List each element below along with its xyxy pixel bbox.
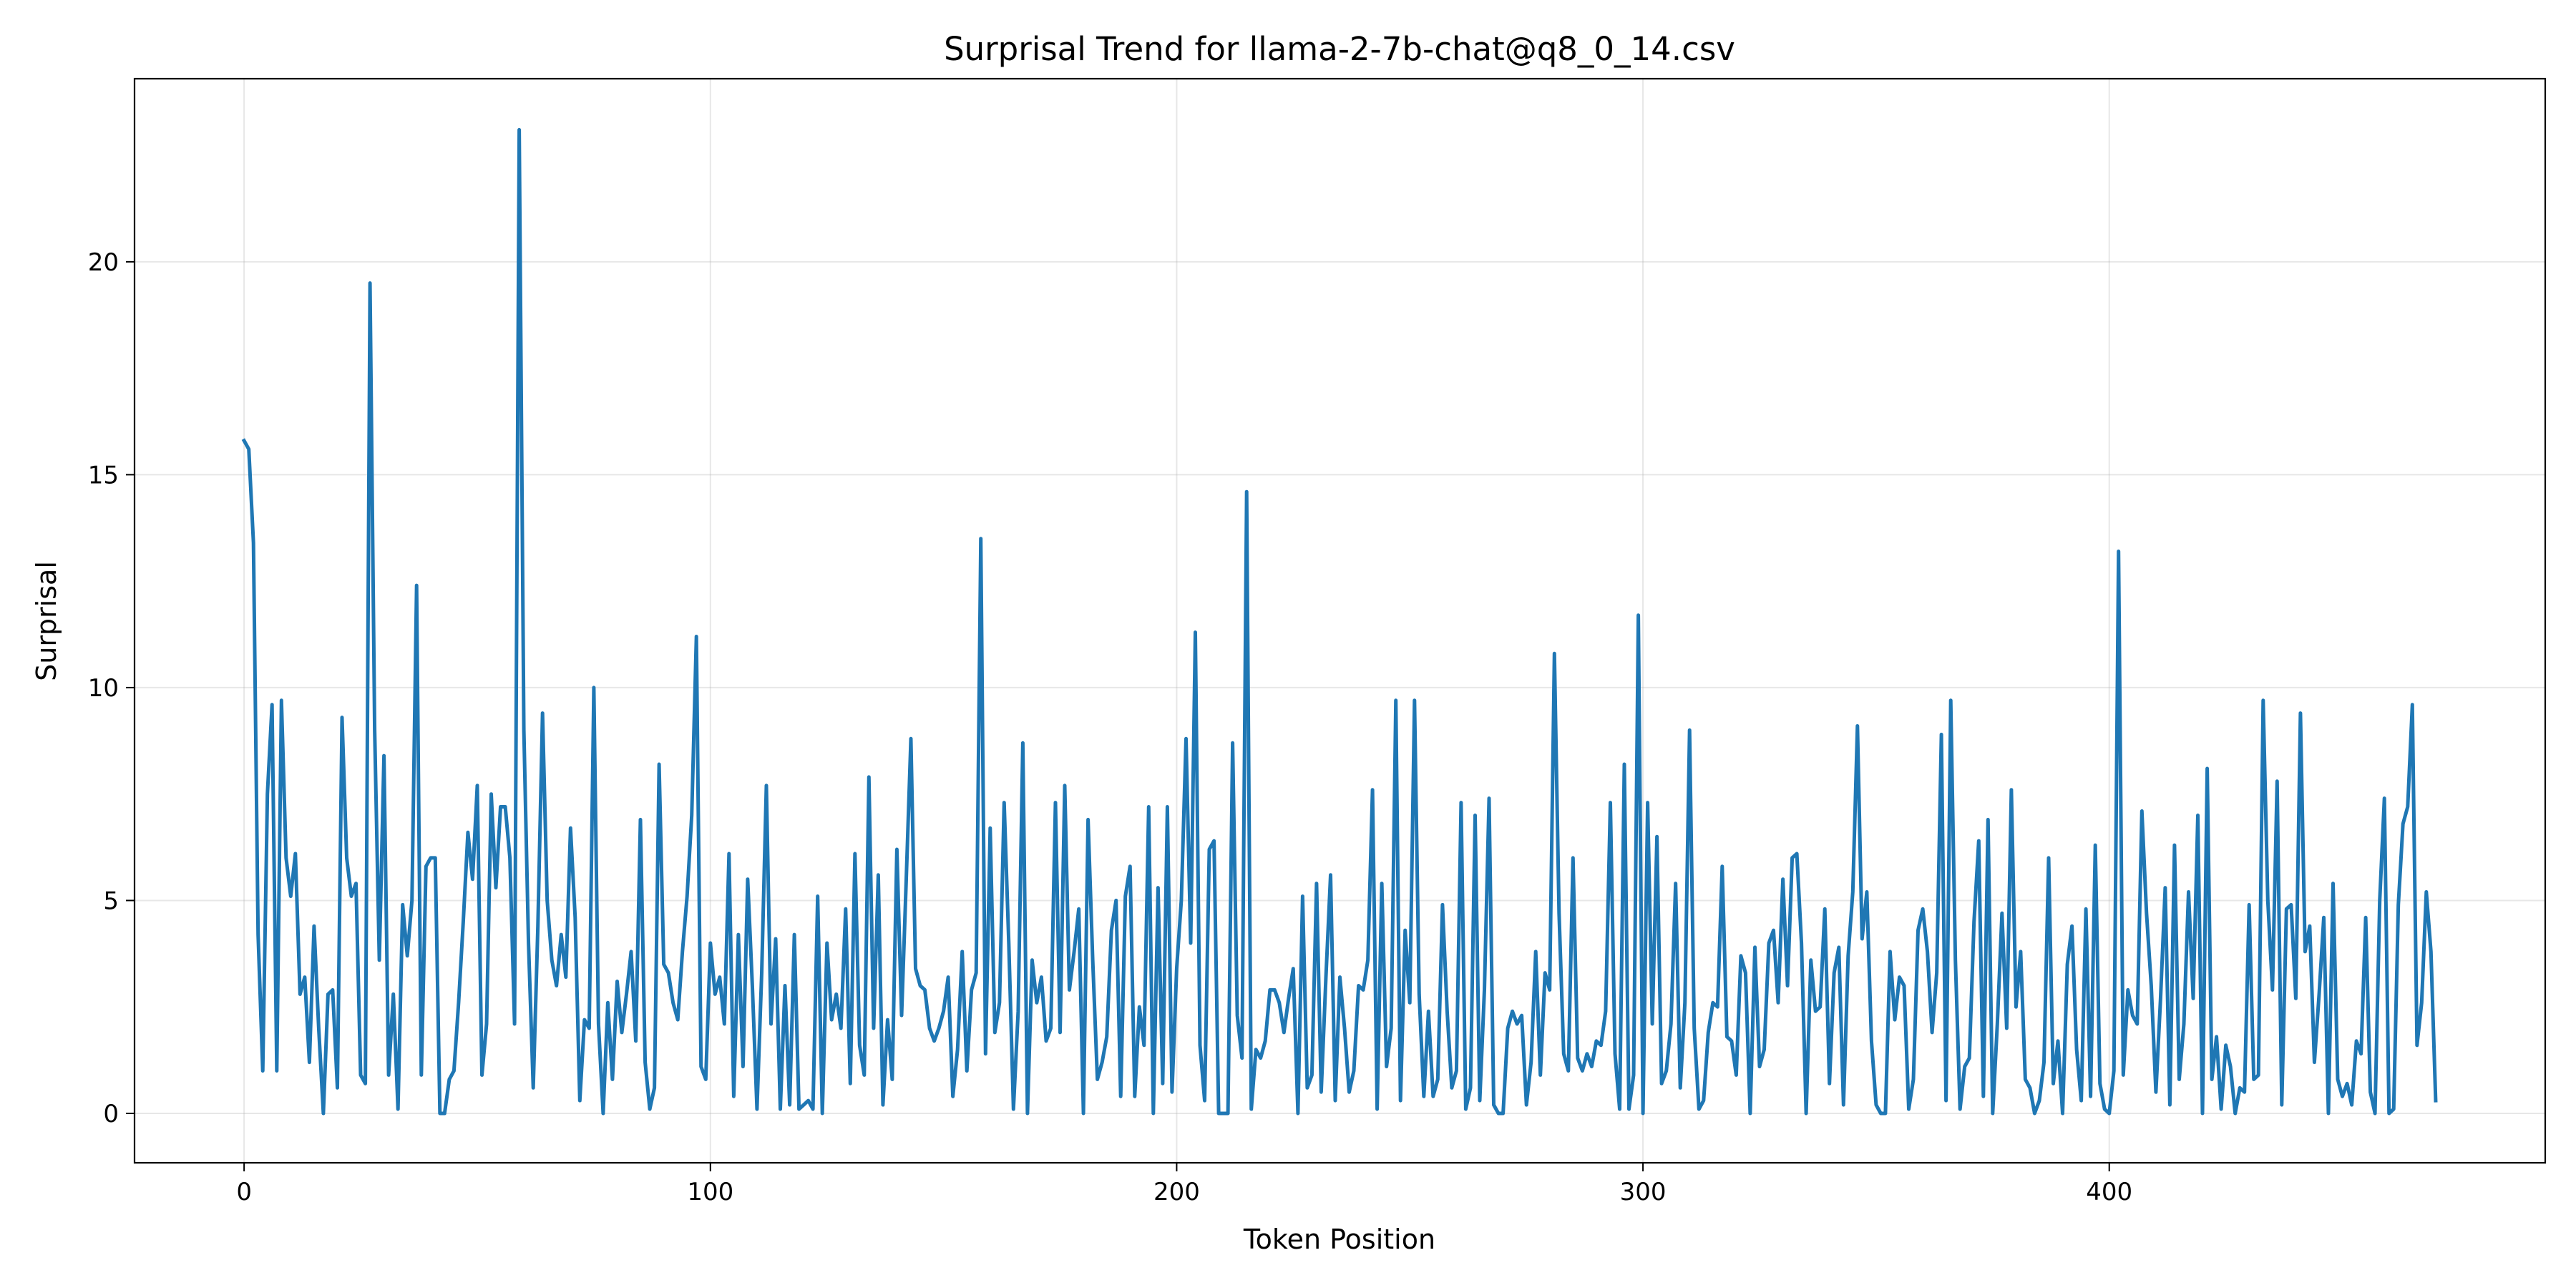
y-tick-label: 5 (103, 887, 119, 915)
y-tick-label: 20 (88, 248, 119, 277)
y-tick-label: 15 (88, 461, 119, 489)
x-axis-ticks: 0 100 200 300 400 (236, 1163, 2132, 1206)
x-tick-label: 100 (687, 1178, 733, 1206)
y-axis-label: Surprisal (31, 561, 62, 681)
x-axis-label: Token Position (1243, 1224, 1435, 1255)
x-tick-label: 0 (236, 1178, 252, 1206)
x-tick-label: 400 (2086, 1178, 2132, 1206)
chart-title: Surprisal Trend for llama-2-7b-chat@q8_0… (944, 30, 1735, 68)
y-tick-label: 10 (88, 674, 119, 703)
y-axis-ticks: 0 5 10 15 20 (88, 248, 135, 1128)
series-line (241, 127, 2438, 1116)
plot-frame (133, 77, 2547, 1164)
grid-lines (135, 79, 2545, 1163)
x-tick-label: 300 (1620, 1178, 1667, 1206)
series-layer (241, 127, 2438, 1116)
x-tick-label: 200 (1153, 1178, 1200, 1206)
y-tick-label: 0 (103, 1100, 119, 1128)
